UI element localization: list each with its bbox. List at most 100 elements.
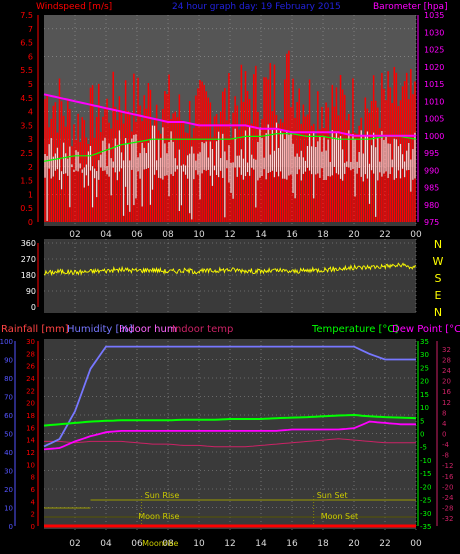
moon-set-label: Moon Set xyxy=(321,512,358,521)
indoor-temp-tick-label: -8 xyxy=(442,452,449,460)
temperature-tick-label: -10 xyxy=(420,457,431,465)
time-tick-label: 18 xyxy=(317,230,329,240)
barometer-axis-title: Barometer [hpa] xyxy=(373,2,448,12)
indoor-temp-tick-label: 24 xyxy=(442,367,451,375)
time-tick-label: 00 xyxy=(410,539,422,549)
compass-label: N xyxy=(434,306,442,319)
rainfall-tick-label: 12 xyxy=(26,449,35,457)
indoor-temp-tick-label: -4 xyxy=(442,441,450,449)
time-tick-label: 18 xyxy=(317,539,329,549)
dewpoint-axis-title: Dew Point [°C] xyxy=(392,324,460,335)
humidity-tick-label: 30 xyxy=(4,468,13,476)
windspeed-tick-label: 1 xyxy=(28,190,33,199)
humidity-axis-title: Humidity [%] xyxy=(67,324,133,335)
time-tick-label: 22 xyxy=(379,539,390,549)
windspeed-tick-label: 5.5 xyxy=(20,66,33,75)
sun-set-label: Sun Set xyxy=(317,491,348,500)
dew-point-line xyxy=(43,420,416,451)
temperature-axis-title: Temperature [°C] xyxy=(311,324,398,335)
barometer-tick-label: 1015 xyxy=(424,80,444,89)
direction-tick-label: 180 xyxy=(21,271,36,280)
windspeed-tick-label: 2 xyxy=(28,163,33,172)
time-tick-label: 04 xyxy=(100,230,112,240)
time-tick-label: 20 xyxy=(348,230,360,240)
barometer-tick-label: 1010 xyxy=(424,97,444,106)
time-tick-label: 16 xyxy=(286,230,298,240)
indoor-temp-tick-label: 8 xyxy=(442,409,446,417)
time-tick-label: 06 xyxy=(131,539,143,549)
windspeed-tick-label: 0 xyxy=(28,218,33,227)
time-tick-label: 02 xyxy=(69,539,80,549)
windspeed-tick-label: 4.5 xyxy=(20,94,33,103)
indoor-temp-tick-label: 0 xyxy=(442,431,446,439)
time-tick-label: 12 xyxy=(224,230,235,240)
time-tick-label: 08 xyxy=(162,230,174,240)
rainfall-tick-label: 16 xyxy=(26,424,35,432)
barometer-tick-label: 1005 xyxy=(424,115,444,124)
rainfall-tick-label: 24 xyxy=(26,375,35,383)
rainfall-axis-title: Rainfall [mm] xyxy=(1,324,69,335)
windspeed-tick-label: 3.5 xyxy=(20,121,33,130)
indoor-temp-tick-label: 20 xyxy=(442,378,451,386)
temperature-tick-label: 0 xyxy=(420,431,424,439)
humidity-line xyxy=(43,345,416,448)
rainfall-tick-label: 4 xyxy=(31,498,36,506)
barometer-tick-label: 1025 xyxy=(424,46,444,55)
rainfall-tick-label: 2 xyxy=(31,511,35,519)
indoor-temp-tick-label: 28 xyxy=(442,357,451,365)
windspeed-axis-title: Windspeed [m/s] xyxy=(36,2,112,12)
direction-tick-label: 270 xyxy=(21,255,36,264)
wind-direction-line xyxy=(43,262,417,277)
sun-rise-label: Sun Rise xyxy=(145,491,180,500)
time-tick-label: 00 xyxy=(410,230,422,240)
wind-panel-bg-bottom xyxy=(44,167,416,226)
temperature-tick-label: 5 xyxy=(420,417,424,425)
windspeed-tick-label: 3 xyxy=(28,135,33,144)
indoor-temp-tick-label: -24 xyxy=(442,494,454,502)
rainfall-tick-label: 20 xyxy=(26,400,35,408)
compass-label: W xyxy=(433,255,444,268)
humidity-tick-label: 100 xyxy=(0,338,13,346)
humidity-tick-label: 10 xyxy=(4,505,13,513)
time-tick-label: 10 xyxy=(193,539,205,549)
humidity-tick-label: 50 xyxy=(4,431,13,439)
wind-average-line xyxy=(43,133,417,162)
chart-title: 24 hour graph day: 19 February 2015 xyxy=(172,2,341,12)
rainfall-tick-label: 0 xyxy=(31,523,35,531)
barometer-tick-label: 975 xyxy=(424,218,439,227)
humidity-tick-label: 90 xyxy=(4,357,13,365)
time-tick-label: 02 xyxy=(69,230,80,240)
indoor-temp-tick-label: 12 xyxy=(442,399,451,407)
temperature-tick-label: 20 xyxy=(420,378,429,386)
rainfall-tick-label: 22 xyxy=(26,387,35,395)
temperature-tick-label: -20 xyxy=(420,483,431,491)
direction-tick-label: 90 xyxy=(26,287,36,296)
windspeed-tick-label: 1.5 xyxy=(20,177,33,186)
temperature-tick-label: -5 xyxy=(420,444,427,452)
rainfall-tick-label: 26 xyxy=(26,363,35,371)
compass-label: S xyxy=(435,272,442,285)
humidity-tick-label: 0 xyxy=(9,523,13,531)
humidity-tick-label: 70 xyxy=(4,394,13,402)
humidity-tick-label: 60 xyxy=(4,412,13,420)
humidity-tick-label: 80 xyxy=(4,375,13,383)
time-tick-label: 08 xyxy=(162,539,174,549)
windspeed-tick-label: 7 xyxy=(28,25,33,34)
time-tick-label: 14 xyxy=(255,230,267,240)
time-tick-label: 10 xyxy=(193,230,205,240)
temperature-tick-label: 15 xyxy=(420,391,429,399)
humidity-tick-label: 20 xyxy=(4,486,13,494)
windspeed-tick-label: 7.5 xyxy=(20,11,33,20)
indoor-temp-tick-label: -32 xyxy=(442,515,453,523)
barometer-tick-label: 980 xyxy=(424,201,439,210)
time-tick-label: 14 xyxy=(255,539,267,549)
windspeed-tick-label: 2.5 xyxy=(20,149,33,158)
windspeed-tick-label: 6.5 xyxy=(20,39,33,48)
indoor-temp-tick-label: -20 xyxy=(442,483,453,491)
barometer-line xyxy=(43,93,416,137)
windspeed-tick-label: 4 xyxy=(28,108,33,117)
indoor-temp-tick-label: -28 xyxy=(442,505,453,513)
rainfall-tick-label: 8 xyxy=(31,474,35,482)
